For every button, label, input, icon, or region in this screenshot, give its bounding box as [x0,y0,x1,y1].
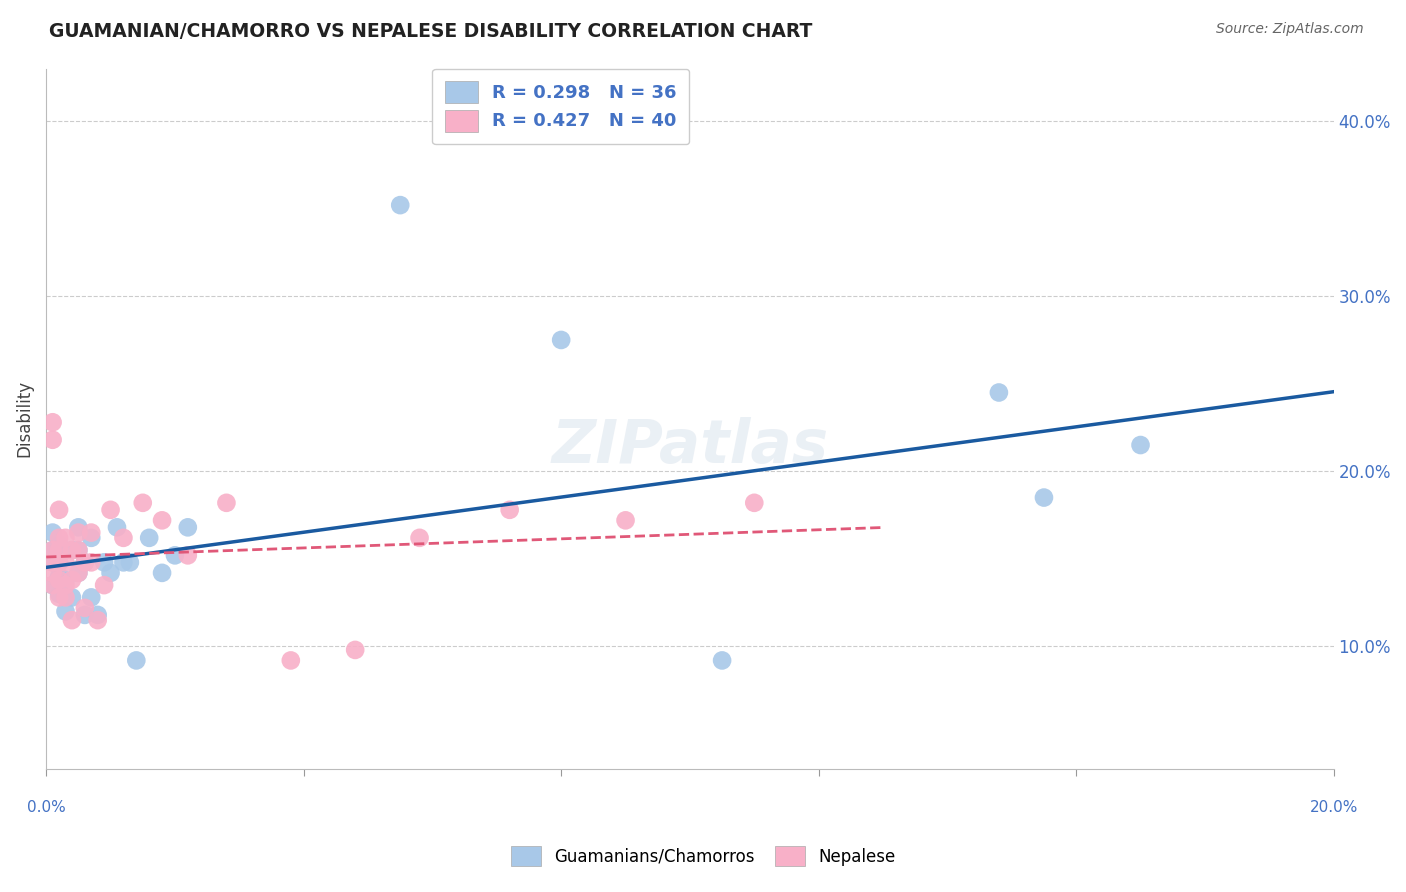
Point [408,531,430,545]
Point [67,525,90,540]
Point [60,543,83,558]
Point [742,496,765,510]
Legend: Guamanians/Chamorros, Nepalese: Guamanians/Chamorros, Nepalese [505,839,901,873]
Point [215,496,238,510]
Point [41,543,63,558]
Point [55,555,77,569]
Point [48,569,70,583]
Point [112,531,135,545]
Point [48,573,70,587]
Point [177,549,200,563]
Point [132,496,155,510]
Text: Source: ZipAtlas.com: Source: ZipAtlas.com [1216,22,1364,37]
Point [41,555,63,569]
Point [67,566,90,580]
Point [100,503,122,517]
Point [80,531,103,545]
Point [163,549,186,563]
Point [41,543,63,558]
Point [55,591,77,605]
Point [138,531,160,545]
Point [48,503,70,517]
Point [41,578,63,592]
Point [344,643,367,657]
Point [100,566,122,580]
Legend: R = 0.298   N = 36, R = 0.427   N = 40: R = 0.298 N = 36, R = 0.427 N = 40 [433,69,689,145]
Point [93,578,115,592]
Point [73,555,96,569]
Point [41,525,63,540]
Point [48,543,70,558]
Point [711,653,734,667]
Point [280,653,302,667]
Point [80,591,103,605]
Point [614,513,637,527]
Point [48,531,70,545]
Text: ZIPatlas: ZIPatlas [551,417,828,476]
Point [48,587,70,601]
Point [125,653,148,667]
Point [48,555,70,569]
Point [55,531,77,545]
Point [86,613,108,627]
Point [60,573,83,587]
Point [48,591,70,605]
Point [118,555,141,569]
Point [498,503,520,517]
Point [48,538,70,552]
Point [48,555,70,569]
Point [55,578,77,592]
Point [86,607,108,622]
Point [41,415,63,429]
Point [41,578,63,592]
Point [112,555,135,569]
Point [80,525,103,540]
Point [1129,438,1152,452]
Point [150,566,173,580]
Point [80,555,103,569]
Text: 0.0%: 0.0% [27,799,66,814]
Point [60,591,83,605]
Point [41,433,63,447]
Point [55,573,77,587]
Point [177,520,200,534]
Point [150,513,173,527]
Point [60,613,83,627]
Text: 20.0%: 20.0% [1309,799,1358,814]
Point [55,604,77,618]
Point [389,198,412,212]
Point [987,385,1010,400]
Point [67,520,90,534]
Point [550,333,572,347]
Point [67,566,90,580]
Text: GUAMANIAN/CHAMORRO VS NEPALESE DISABILITY CORRELATION CHART: GUAMANIAN/CHAMORRO VS NEPALESE DISABILIT… [49,22,813,41]
Point [73,555,96,569]
Point [60,543,83,558]
Y-axis label: Disability: Disability [15,380,32,458]
Point [93,555,115,569]
Point [41,555,63,569]
Point [1033,491,1056,505]
Point [41,566,63,580]
Point [73,600,96,615]
Point [67,543,90,558]
Point [67,543,90,558]
Point [73,607,96,622]
Point [105,520,128,534]
